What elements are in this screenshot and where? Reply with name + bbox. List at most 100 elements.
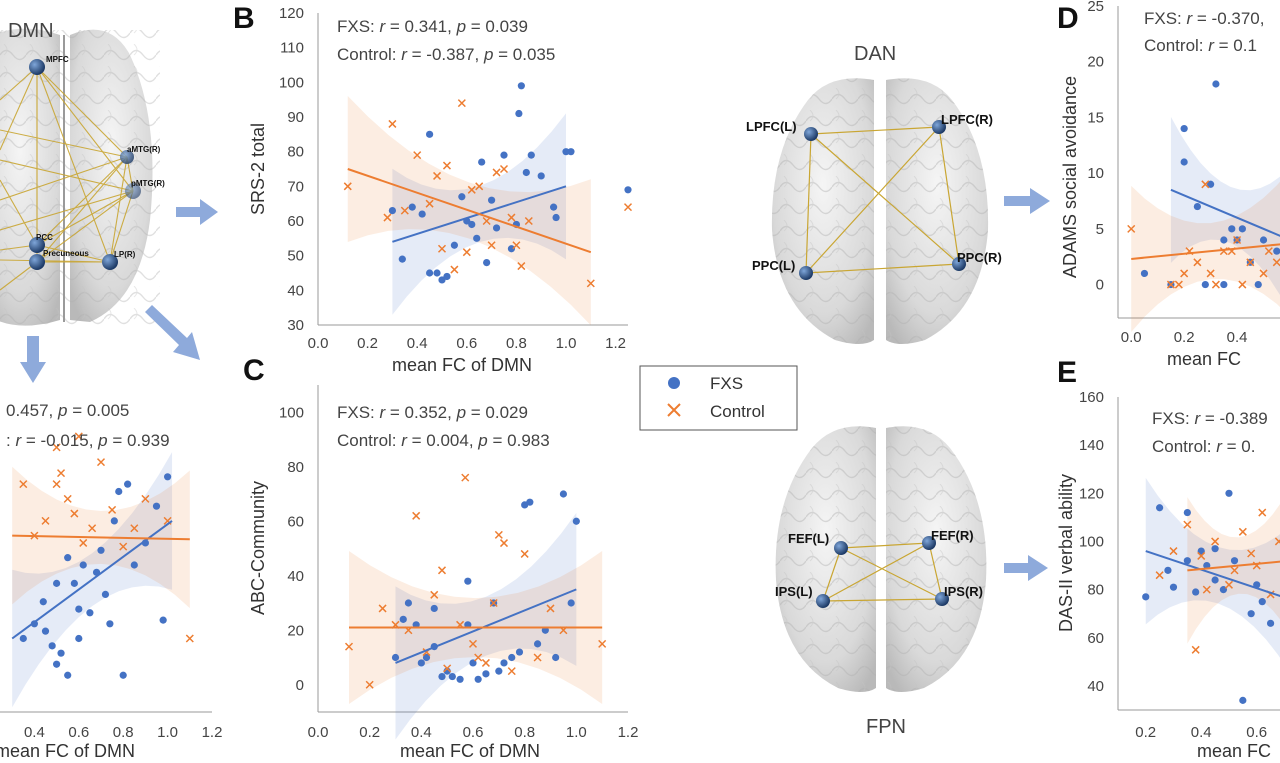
point-control: [41, 516, 50, 525]
confidence-band-fxs: [1170, 116, 1280, 295]
point-control: [520, 549, 529, 558]
point-control: [57, 469, 66, 478]
point-control: [1264, 247, 1273, 256]
point-fxs: [124, 480, 132, 488]
point-fxs: [19, 634, 27, 643]
y-tick-label: 70: [287, 178, 304, 195]
point-fxs: [1183, 508, 1191, 517]
point-control: [457, 99, 466, 108]
point-control: [130, 524, 139, 533]
point-fxs: [430, 604, 438, 613]
x-axis-label: mean FC of DMN: [400, 741, 540, 761]
point-control: [1197, 551, 1206, 560]
x-tick-label: 0.8: [113, 724, 134, 741]
panel-label-c: C: [243, 354, 265, 387]
dmn-label-pcc: PCC: [36, 233, 53, 242]
point-fxs: [57, 649, 65, 657]
dmn-brain-texture: [0, 30, 160, 330]
point-fxs: [398, 255, 406, 263]
point-fxs: [572, 517, 580, 525]
y-axis-label: ADAMS social avoidance: [1060, 76, 1080, 278]
x-tick-label: 1.0: [556, 335, 577, 352]
point-control: [400, 206, 409, 215]
dmn-label-pmtg: pMTG(R): [131, 179, 165, 188]
dmn-node-amtg: [120, 150, 134, 164]
point-control: [88, 524, 97, 533]
point-control: [468, 639, 478, 648]
chart-a-partial: 0.4 0.6 0.8 1.0 1.2 0.457, p = 0.005: r = -0.…: [0, 401, 222, 761]
point-fxs: [164, 473, 172, 481]
point-fxs: [474, 675, 482, 683]
point-control: [1202, 585, 1211, 594]
x-tick-label: 0.6: [68, 724, 89, 741]
point-control: [489, 598, 498, 608]
y-tick-label: 20: [1087, 54, 1104, 71]
point-control: [1230, 566, 1239, 575]
point-fxs: [1192, 588, 1200, 596]
x-tick-label: 0.6: [1246, 724, 1267, 741]
point-fxs: [391, 653, 400, 662]
dmn-title: DMN: [8, 20, 54, 42]
point-fxs: [388, 207, 396, 215]
x-axis-label: mean FC: [1167, 349, 1241, 369]
point-fxs: [567, 148, 575, 156]
panel-label-b: B: [233, 2, 255, 35]
point-control: [141, 494, 150, 503]
y-tick-label: 40: [287, 282, 304, 299]
point-control: [1238, 527, 1247, 536]
y-tick-label: 140: [1079, 437, 1104, 454]
fpn-brain-panel: FEF(L) FEF(R) IPS(L) IPS(R) FPN: [775, 426, 987, 738]
x-tick-label: 1.2: [202, 724, 223, 741]
x-tick-label: 0.4: [1191, 724, 1212, 741]
y-tick-label: 0: [1096, 277, 1104, 294]
point-control: [499, 164, 509, 174]
y-tick-label: 40: [1087, 678, 1104, 695]
point-fxs: [443, 272, 451, 281]
point-control: [388, 119, 397, 128]
point-fxs: [399, 615, 407, 623]
dan-label-ppc-r: PPC(R): [957, 250, 1002, 265]
dan-label-ppc-l: PPC(L): [752, 258, 795, 273]
arrows: [20, 188, 1050, 581]
point-control: [1193, 258, 1202, 267]
point-control: [1191, 645, 1200, 654]
point-control: [492, 168, 501, 177]
dan-edges: [805, 126, 960, 274]
point-fxs: [110, 517, 118, 525]
y-axis-label: SRS-2 total: [248, 123, 268, 215]
point-control: [494, 530, 503, 539]
y-tick-label: 30: [287, 317, 304, 334]
y-tick-label: 0: [296, 677, 304, 694]
point-fxs: [426, 130, 434, 138]
point-fxs: [1201, 280, 1209, 289]
point-fxs: [422, 653, 431, 662]
point-fxs: [418, 210, 426, 218]
fpn-label-fef-l: FEF(L): [788, 531, 829, 546]
point-fxs: [438, 672, 446, 681]
fpn-title: FPN: [866, 716, 906, 738]
point-control: [1238, 280, 1247, 289]
y-tick-label: 120: [279, 5, 304, 22]
chart-c-abc-community: 0 20 40 60 80 100 0.0 0.2 0.4 0.6 0.8 1.0 1.2 FXS: r …: [248, 385, 638, 761]
y-tick-label: 50: [287, 248, 304, 265]
dan-label-lpfc-l: LPFC(L): [746, 119, 797, 134]
point-fxs: [79, 561, 87, 569]
x-tick-label: 0.2: [359, 724, 380, 741]
point-fxs: [1180, 158, 1188, 166]
point-control: [74, 432, 83, 441]
point-fxs: [508, 653, 516, 662]
point-fxs: [152, 502, 161, 510]
point-fxs: [500, 151, 508, 159]
fpn-edges: [822, 542, 943, 602]
point-fxs: [119, 671, 127, 679]
point-control: [586, 279, 595, 288]
point-fxs: [48, 642, 56, 650]
point-fxs: [1247, 610, 1255, 618]
point-control: [487, 241, 496, 250]
point-fxs: [1156, 504, 1164, 512]
arrow-diag-to-C: [145, 305, 200, 360]
point-control: [413, 151, 422, 160]
arrow-right-to-E: [1004, 555, 1048, 581]
dan-node-lpfc-l: [804, 127, 818, 141]
fpn-label-fef-r: FEF(R): [931, 528, 974, 543]
